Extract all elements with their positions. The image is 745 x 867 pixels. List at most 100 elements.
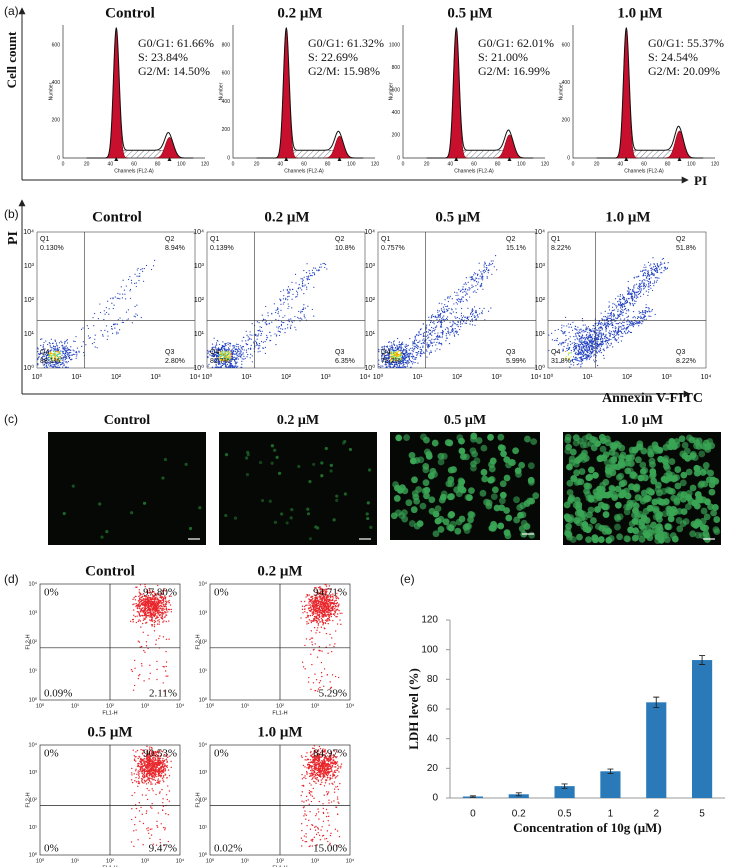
event-dot xyxy=(235,365,237,368)
event-dot xyxy=(384,362,387,364)
event-dot xyxy=(396,345,398,347)
event-dot xyxy=(39,352,41,354)
event-dot xyxy=(631,324,633,326)
event-dot xyxy=(471,284,473,286)
event-dot xyxy=(135,586,137,588)
event-dot xyxy=(274,333,276,335)
event-dot xyxy=(387,354,389,356)
event-dot xyxy=(222,350,224,352)
event-dot xyxy=(138,275,140,277)
event-dot xyxy=(161,615,163,618)
event-dot xyxy=(619,307,622,309)
event-dot xyxy=(170,608,173,611)
event-dot xyxy=(483,269,486,271)
event-dot xyxy=(223,351,225,353)
event-dot xyxy=(399,349,401,351)
event-dot xyxy=(585,326,587,328)
cell xyxy=(585,536,592,543)
event-dot xyxy=(474,316,477,318)
event-dot xyxy=(241,346,243,348)
event-dot xyxy=(64,346,66,348)
event-dot xyxy=(440,336,442,338)
event-dot xyxy=(588,358,591,360)
event-dot xyxy=(627,288,630,290)
quadrant-name: Q2 xyxy=(506,236,515,243)
axis-label: PI xyxy=(6,231,21,245)
cell xyxy=(403,434,410,442)
event-dot xyxy=(602,339,604,341)
event-dot xyxy=(416,346,418,349)
event-dot xyxy=(161,607,163,610)
event-dot xyxy=(445,340,447,342)
event-dot xyxy=(585,340,587,342)
cell xyxy=(603,503,610,511)
event-dot xyxy=(443,308,445,310)
event-dot xyxy=(568,331,570,334)
event-dot xyxy=(414,357,416,359)
event-dot xyxy=(595,347,597,349)
event-dot xyxy=(447,331,450,333)
event-dot xyxy=(622,314,624,317)
event-dot xyxy=(319,266,321,268)
cell xyxy=(685,489,693,497)
cell xyxy=(614,523,621,531)
event-dot xyxy=(280,323,283,326)
event-dot xyxy=(121,297,124,299)
event-dot xyxy=(556,351,558,353)
event-dot xyxy=(645,269,647,271)
event-dot xyxy=(556,337,558,339)
event-dot xyxy=(645,266,647,268)
event-dot xyxy=(469,296,471,298)
event-dot xyxy=(238,348,240,351)
event-dot xyxy=(230,363,232,365)
cell xyxy=(527,479,535,486)
event-dot xyxy=(656,269,658,271)
event-dot xyxy=(54,352,56,354)
event-dot xyxy=(647,283,650,285)
event-dot xyxy=(219,361,221,363)
event-dot xyxy=(639,312,642,314)
event-dot xyxy=(434,328,436,330)
event-dot xyxy=(471,286,473,289)
quadrant-name: Q3 xyxy=(676,349,685,356)
event-dot xyxy=(273,303,275,305)
event-dot xyxy=(632,317,634,319)
cell xyxy=(434,505,442,512)
event-dot xyxy=(43,352,46,354)
cell xyxy=(614,485,622,493)
event-dot xyxy=(440,320,443,322)
event-dot xyxy=(170,611,173,613)
event-dot xyxy=(280,303,282,305)
event-dot xyxy=(392,341,395,343)
event-dot xyxy=(149,672,151,675)
event-dot xyxy=(630,331,633,334)
event-dot xyxy=(226,356,228,358)
event-dot xyxy=(53,365,55,367)
event-dot xyxy=(231,357,233,359)
event-dot xyxy=(49,350,52,352)
event-dot xyxy=(454,316,456,318)
event-dot xyxy=(129,276,131,278)
event-dot xyxy=(159,607,162,609)
event-dot xyxy=(479,284,481,286)
event-dot xyxy=(599,327,602,329)
event-dot xyxy=(250,344,252,347)
event-dot xyxy=(294,273,297,275)
event-dot xyxy=(442,311,444,314)
event-dot xyxy=(224,344,226,346)
event-dot xyxy=(165,614,168,616)
event-dot xyxy=(425,328,427,330)
event-dot xyxy=(585,345,587,347)
event-dot xyxy=(425,349,427,351)
event-dot xyxy=(662,257,665,260)
event-dot xyxy=(223,352,225,354)
event-dot xyxy=(422,335,424,337)
event-dot xyxy=(413,342,415,345)
event-dot xyxy=(641,281,643,283)
event-dot xyxy=(57,355,59,358)
event-dot xyxy=(601,318,603,320)
event-dot xyxy=(145,641,148,643)
event-dot xyxy=(638,325,640,327)
event-dot xyxy=(440,332,442,334)
event-dot xyxy=(639,291,642,293)
